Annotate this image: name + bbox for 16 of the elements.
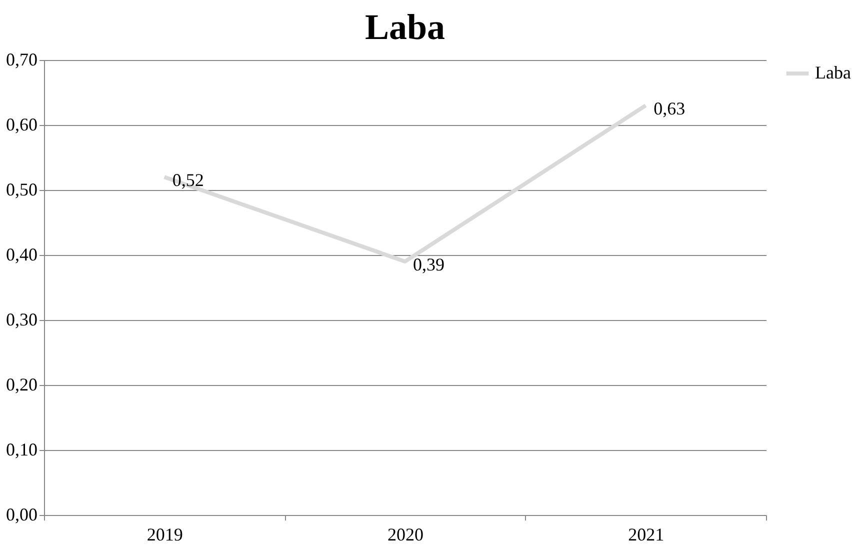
y-tick-label: 0,40 [6,244,38,264]
data-label: 0,63 [654,98,686,118]
x-tick-label: 2020 [388,524,424,544]
x-tick-label: 2019 [146,524,183,544]
y-tick-label: 0,70 [6,50,38,70]
y-tick-label: 0,50 [6,180,38,200]
y-tick-label: 0,20 [6,374,38,394]
chart-title: Laba [364,7,446,47]
y-tick-label: 0,10 [6,440,38,460]
data-label: 0,39 [413,254,444,274]
legend-label: Laba [815,62,851,82]
y-tick-label: 0,60 [6,114,38,134]
x-tick-label: 2021 [628,524,664,544]
y-tick-label: 0,00 [6,504,38,524]
y-tick-label: 0,30 [6,310,38,330]
data-label: 0,52 [172,170,204,190]
